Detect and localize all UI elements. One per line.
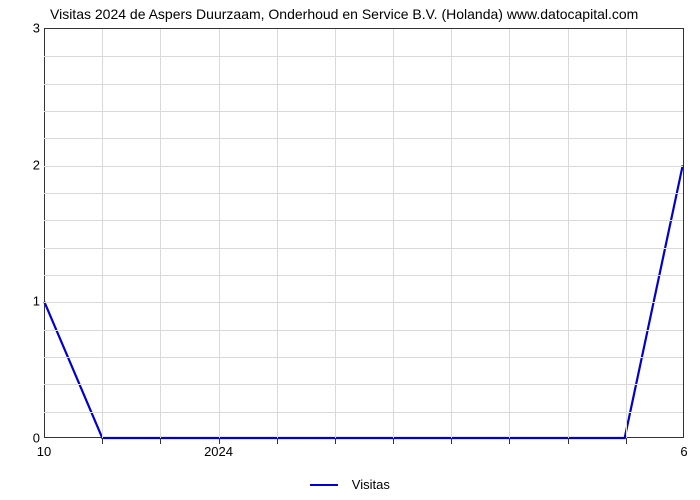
v-gridline (102, 29, 103, 438)
h-gridline (44, 166, 683, 167)
legend-swatch (310, 484, 338, 486)
h-gridline (44, 84, 683, 85)
x-tick-label-left: 10 (37, 444, 51, 459)
v-gridline (393, 29, 394, 438)
visits-line-chart: Visitas 2024 de Aspers Duurzaam, Onderho… (0, 0, 700, 500)
y-tick-label: 0 (10, 431, 40, 446)
y-tick-label: 2 (10, 157, 40, 172)
x-tick-mark (451, 438, 452, 444)
h-gridline (44, 330, 683, 331)
h-gridline (44, 384, 683, 385)
h-gridline (44, 138, 683, 139)
v-gridline (451, 29, 452, 438)
v-gridline (626, 29, 627, 438)
y-tick-label: 3 (10, 21, 40, 36)
h-gridline (44, 412, 683, 413)
x-tick-mark (509, 438, 510, 444)
v-gridline (509, 29, 510, 438)
x-tick-mark (568, 438, 569, 444)
v-gridline (335, 29, 336, 438)
series-line (44, 29, 683, 438)
x-tick-mark (626, 438, 627, 444)
v-gridline (219, 29, 220, 438)
chart-title: Visitas 2024 de Aspers Duurzaam, Onderho… (50, 6, 638, 22)
x-tick-mark (102, 438, 103, 444)
x-tick-mark (335, 438, 336, 444)
h-gridline (44, 193, 683, 194)
x-tick-label-mid: 2024 (204, 444, 233, 459)
y-tick-label: 1 (10, 294, 40, 309)
h-gridline (44, 56, 683, 57)
x-tick-label-right: 6 (680, 444, 687, 459)
h-gridline (44, 248, 683, 249)
x-tick-mark (393, 438, 394, 444)
h-gridline (44, 357, 683, 358)
h-gridline (44, 111, 683, 112)
v-gridline (277, 29, 278, 438)
x-tick-mark (277, 438, 278, 444)
x-tick-mark (160, 438, 161, 444)
v-gridline (160, 29, 161, 438)
legend-label: Visitas (352, 477, 390, 492)
h-gridline (44, 275, 683, 276)
h-gridline (44, 302, 683, 303)
plot-area (44, 28, 684, 438)
legend: Visitas (0, 476, 700, 492)
v-gridline (568, 29, 569, 438)
h-gridline (44, 220, 683, 221)
